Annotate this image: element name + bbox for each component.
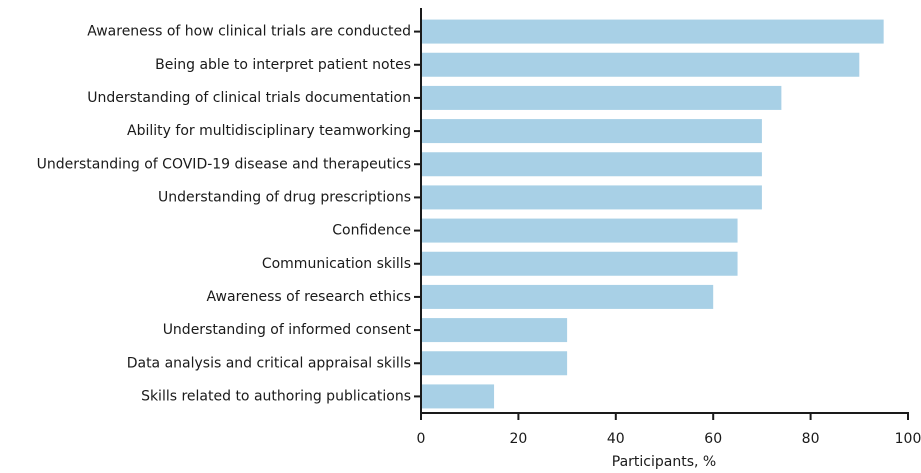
- bar: [421, 185, 762, 210]
- x-tick-label: 60: [704, 431, 722, 447]
- x-axis-label: Participants, %: [612, 454, 716, 470]
- bar: [421, 351, 568, 376]
- bar: [421, 152, 762, 177]
- y-tick-label: Communication skills: [262, 256, 411, 272]
- y-tick-label: Awareness of research ethics: [207, 289, 411, 305]
- y-tick-label: Understanding of informed consent: [163, 322, 412, 338]
- y-tick-label: Confidence: [332, 223, 411, 239]
- bar: [421, 251, 738, 276]
- bar: [421, 384, 495, 409]
- bar: [421, 284, 714, 309]
- bar: [421, 52, 860, 77]
- bar: [421, 119, 762, 144]
- bar: [421, 85, 782, 110]
- x-tick-label: 20: [509, 431, 527, 447]
- bar: [421, 318, 568, 343]
- x-tick-label: 80: [802, 431, 820, 447]
- bar: [421, 218, 738, 243]
- y-tick-label: Data analysis and critical appraisal ski…: [127, 355, 411, 371]
- bar: [421, 19, 884, 44]
- y-tick-label: Understanding of drug prescriptions: [158, 189, 411, 205]
- x-tick-label: 100: [895, 431, 921, 447]
- y-tick-label: Skills related to authoring publications: [141, 388, 411, 404]
- y-tick-label: Being able to interpret patient notes: [155, 57, 411, 73]
- y-tick-label: Ability for multidisciplinary teamworkin…: [127, 123, 411, 139]
- y-tick-label: Awareness of how clinical trials are con…: [87, 24, 411, 40]
- y-tick-label: Understanding of COVID-19 disease and th…: [37, 156, 411, 172]
- x-tick-label: 40: [607, 431, 625, 447]
- x-tick-label: 0: [417, 431, 426, 447]
- y-tick-label: Understanding of clinical trials documen…: [87, 90, 411, 106]
